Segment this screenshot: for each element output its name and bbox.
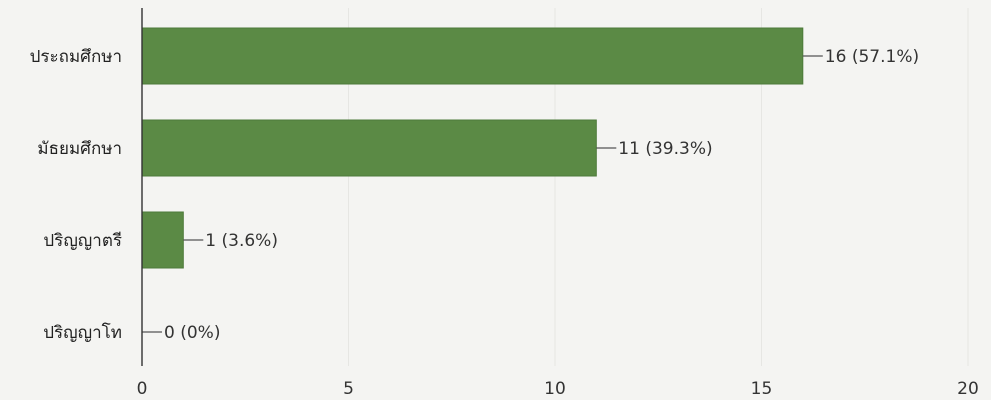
x-tick-label: 0 <box>137 379 148 399</box>
bar <box>141 211 184 269</box>
category-label: มัธยมศึกษา <box>37 139 122 159</box>
x-tick-label: 15 <box>751 379 773 399</box>
x-tick-label: 20 <box>957 379 979 399</box>
category-label: ปริญญาตรี <box>43 231 122 251</box>
data-label: 11 (39.3%) <box>618 139 712 159</box>
bar <box>141 119 597 177</box>
category-label: ปริญญาโท <box>43 322 122 343</box>
data-label: 16 (57.1%) <box>825 47 919 67</box>
data-label: 0 (0%) <box>164 323 220 343</box>
x-tick-label: 5 <box>343 379 354 399</box>
labels: 0 5 10 15 20 ประถมศึกษา 16 (57.1%) มัธยมศึกษา 11… <box>30 47 979 399</box>
bar <box>141 27 804 85</box>
category-label: ประถมศึกษา <box>30 47 122 67</box>
data-label-leaders <box>142 55 823 333</box>
data-label: 1 (3.6%) <box>205 231 278 251</box>
x-tick-label: 10 <box>544 379 566 399</box>
bars <box>141 27 804 269</box>
